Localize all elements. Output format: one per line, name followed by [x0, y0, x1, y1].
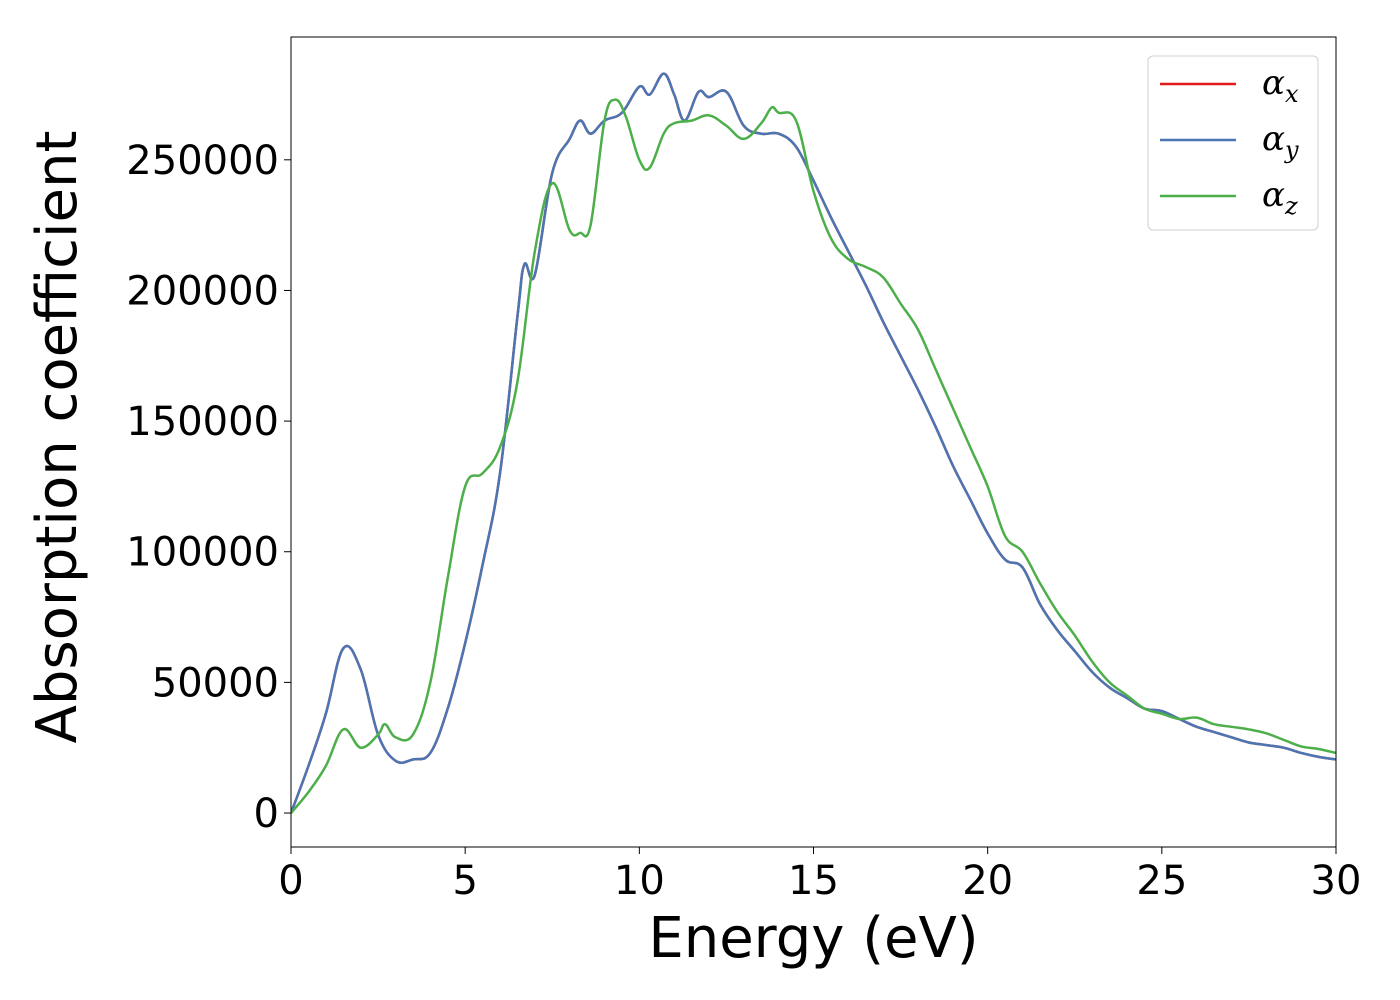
legend-symbol: α	[1262, 119, 1285, 159]
legend-label-x: αx	[1262, 63, 1299, 108]
plot-area	[291, 72, 1336, 814]
legend-symbol: α	[1262, 63, 1285, 103]
y-axis: 0 50000 100000 150000 200000 250000	[126, 138, 291, 837]
legend-symbol: α	[1262, 175, 1285, 215]
x-tick-label: 10	[614, 858, 665, 904]
x-tick-label: 15	[788, 858, 839, 904]
legend-label-y: αy	[1262, 119, 1299, 164]
x-tick-label: 30	[1311, 858, 1362, 904]
legend-subscript: y	[1284, 136, 1299, 164]
y-tick-label: 100000	[126, 530, 279, 576]
legend-box	[1147, 55, 1319, 231]
y-axis-title: Absorption coefficient	[25, 131, 90, 744]
x-tick-label: 20	[962, 858, 1013, 904]
y-tick-label: 200000	[126, 268, 279, 314]
x-tick-label: 25	[1136, 858, 1187, 904]
x-tick-label: 0	[278, 858, 303, 904]
y-tick-label: 250000	[126, 138, 279, 184]
series-line-z	[291, 98, 1336, 814]
legend-label-z: αz	[1262, 175, 1298, 220]
y-tick-label: 0	[254, 791, 279, 837]
y-tick-label: 50000	[152, 660, 279, 706]
legend-subscript: x	[1285, 80, 1299, 108]
x-axis: 0 5 10 15 20 25 30	[278, 847, 1361, 904]
legend-subscript: z	[1284, 192, 1298, 220]
x-axis-title: Energy (eV)	[648, 906, 978, 971]
x-tick-label: 5	[452, 858, 477, 904]
y-tick-label: 150000	[126, 399, 279, 445]
